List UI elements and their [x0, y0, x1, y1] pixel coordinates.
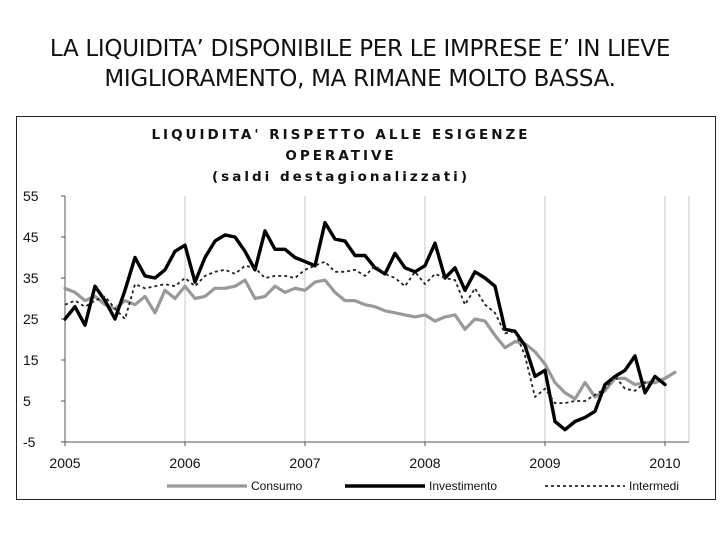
legend-label-intermedi: Intermedi [629, 479, 679, 493]
y-tick-label-35: 35 [23, 270, 39, 286]
y-tick-labels: 55 45 35 25 15 5 -5 [23, 188, 39, 450]
legend: Consumo Investimento Intermedi [167, 479, 679, 493]
axes [61, 195, 689, 446]
series-lines [63, 220, 677, 432]
chart-title-line-1: LIQUIDITA' RISPETTO ALLE ESIGENZE [151, 127, 530, 143]
y-tick-label-55: 55 [23, 188, 39, 204]
chart-title-line-3: (saldi destagionalizzati) [212, 169, 470, 185]
slide-title-line-1: LA LIQUIDITA’ DISPONIBILE PER LE IMPRESE… [49, 36, 671, 62]
chart-frame: LIQUIDITA' RISPETTO ALLE ESIGENZE OPERATI… [16, 116, 716, 500]
y-tick-label-15: 15 [23, 352, 39, 368]
legend-label-consumo: Consumo [251, 479, 303, 493]
slide-title: LA LIQUIDITA’ DISPONIBILE PER LE IMPRESE… [0, 34, 720, 94]
chart-title: LIQUIDITA' RISPETTO ALLE ESIGENZE OPERATI… [151, 127, 530, 185]
y-tick-label-5: 5 [23, 393, 31, 409]
x-tick-label-2010: 2010 [649, 455, 680, 471]
x-tick-labels: 2005 2006 2007 2008 2009 2010 [49, 455, 680, 471]
series-line-consumo [63, 278, 677, 401]
legend-label-investimento: Investimento [429, 479, 497, 493]
y-tick-label--5: -5 [23, 434, 36, 450]
slide-title-line-2: MIGLIORAMENTO, MA RIMANE MOLTO BASSA. [104, 66, 616, 92]
line-chart: LIQUIDITA' RISPETTO ALLE ESIGENZE OPERATI… [23, 127, 690, 493]
y-tick-label-45: 45 [23, 229, 39, 245]
vertical-gridlines [64, 196, 690, 442]
chart-title-line-2: OPERATIVE [285, 148, 396, 164]
series-line-investimento [63, 220, 667, 432]
x-tick-label-2008: 2008 [409, 455, 440, 471]
series-line-intermedi [64, 260, 655, 405]
y-tick-label-25: 25 [23, 311, 39, 327]
x-tick-label-2005: 2005 [49, 455, 80, 471]
x-tick-label-2007: 2007 [289, 455, 320, 471]
x-tick-label-2009: 2009 [529, 455, 560, 471]
x-tick-label-2006: 2006 [169, 455, 200, 471]
